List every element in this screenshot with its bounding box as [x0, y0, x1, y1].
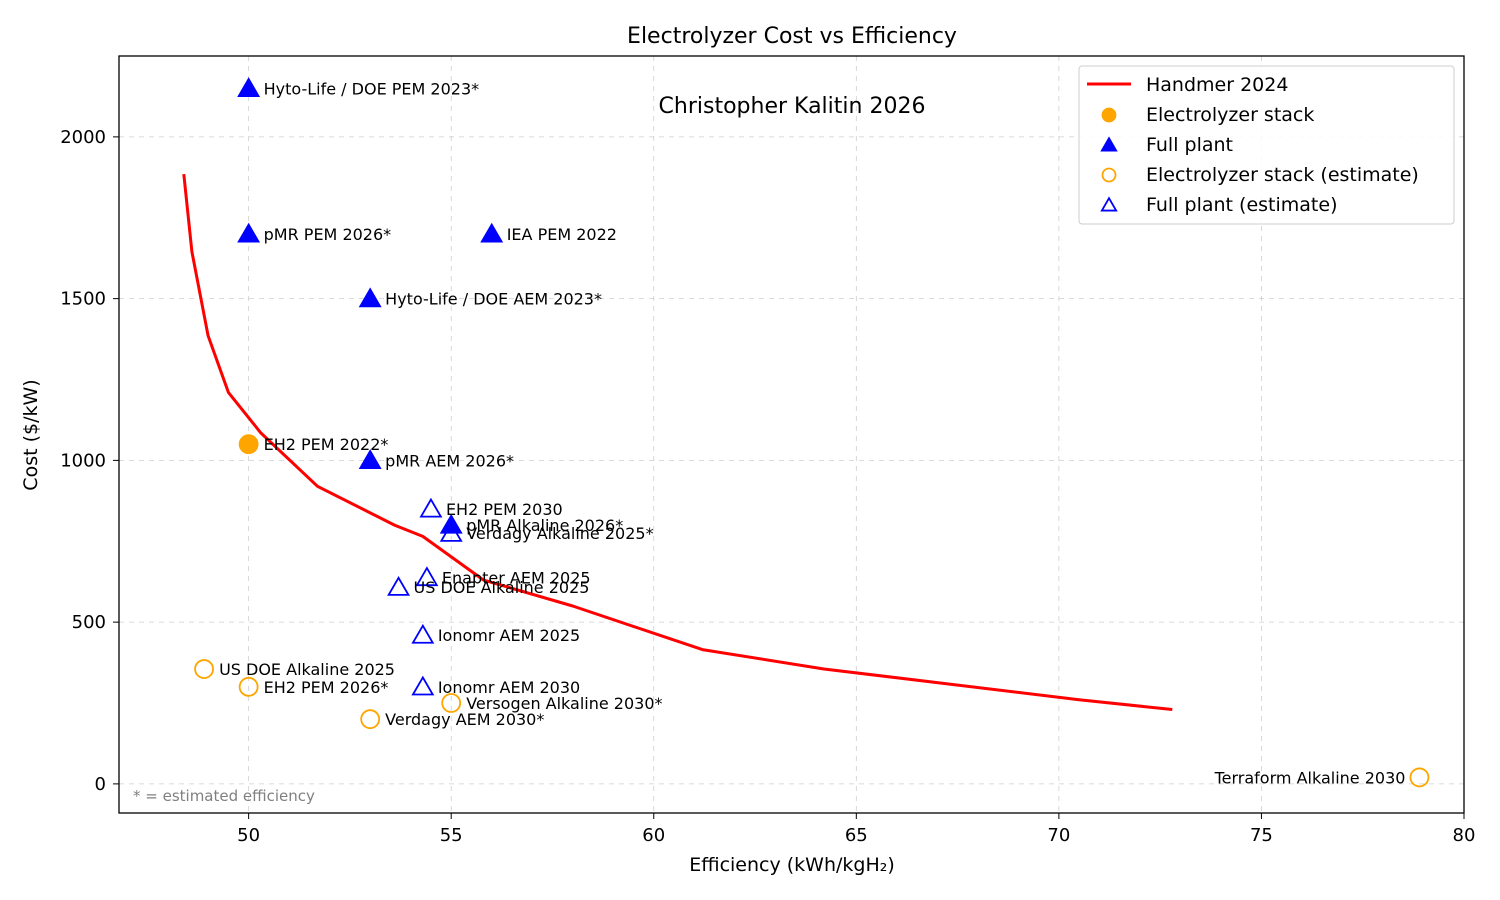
data-point-marker: [480, 222, 504, 243]
legend-label: Electrolyzer stack: [1146, 104, 1314, 126]
x-tick-label: 80: [1453, 825, 1476, 846]
x-tick-label: 70: [1047, 825, 1070, 846]
data-point-marker: [411, 623, 435, 644]
data-point-label: pMR AEM 2026*: [385, 451, 514, 470]
y-tick-label: 1000: [60, 450, 106, 471]
data-point-label: EH2 PEM 2022*: [264, 435, 389, 454]
legend-label: Full plant: [1146, 134, 1233, 156]
data-point-label: Hyto-Life / DOE AEM 2023*: [385, 290, 602, 309]
data-point-label: pMR PEM 2026*: [264, 225, 392, 244]
data-point-marker: [387, 575, 410, 596]
data-point-marker: [237, 77, 261, 97]
x-tick-label: 55: [440, 825, 463, 846]
x-axis-title: Efficiency (kWh/kgH₂): [689, 854, 895, 876]
legend-marker-swatch: [1100, 136, 1118, 152]
data-point-marker: [237, 222, 261, 243]
data-point-marker: [358, 449, 382, 469]
data-point-marker: [415, 566, 439, 587]
handmer-curve-line: [182, 173, 1173, 711]
curve-layer: [182, 173, 1173, 711]
legend-marker-swatch: [1100, 196, 1118, 212]
points-layer: Hyto-Life / DOE PEM 2023* pMR PEM 2026* IE…: [194, 77, 1430, 788]
y-tick-label: 2000: [60, 127, 106, 148]
data-point-marker: [360, 709, 381, 730]
legend-marker-swatch: [1101, 107, 1117, 123]
data-point-marker: [358, 287, 382, 308]
x-tick-label: 60: [642, 825, 665, 846]
legend-marker-swatch: [1101, 167, 1117, 183]
legend: Handmer 2024 Electrolyzer stack Full plant…: [1078, 65, 1455, 225]
data-point-label: Ionomr AEM 2025: [438, 626, 580, 645]
watermark-text: Christopher Kalitin 2026: [659, 94, 926, 119]
data-point-label: EH2 PEM 2026*: [264, 678, 389, 697]
data-point-label: Ionomr AEM 2030: [438, 678, 580, 697]
legend-label: Handmer 2024: [1146, 74, 1288, 96]
data-point-label: Hyto-Life / DOE PEM 2023*: [264, 79, 480, 98]
data-point-label: EH2 PEM 2030: [446, 500, 563, 519]
ticks: 50 55 60 65 70 75 80 0 500 1000 1500 2000: [60, 127, 1475, 846]
legend-box: [1078, 65, 1455, 225]
data-point-label: Verdagy Alkaline 2025*: [466, 524, 653, 543]
data-point-label: Verdagy AEM 2030*: [385, 710, 544, 729]
y-axis-title: Cost ($/kW): [20, 379, 42, 490]
legend-label: Full plant (estimate): [1146, 194, 1337, 216]
data-point-label: US DOE Alkaline 2025: [219, 660, 395, 679]
data-point-label: pMR Alkaline 2026*: [466, 516, 623, 535]
data-point-label: IEA PEM 2022: [507, 225, 617, 244]
data-point-marker: [238, 676, 259, 697]
data-point-marker: [194, 659, 214, 679]
data-point-marker: [419, 497, 443, 518]
legend-label: Electrolyzer stack (estimate): [1146, 164, 1419, 186]
x-tick-label: 75: [1250, 825, 1273, 846]
x-tick-label: 65: [845, 825, 868, 846]
data-point-label: US DOE Alkaline 2025: [414, 578, 590, 597]
data-point-label: Terraform Alkaline 2030: [1214, 768, 1406, 787]
chart-title: Electrolyzer Cost vs Efficiency: [627, 24, 957, 49]
data-point-marker: [441, 693, 462, 713]
y-tick-label: 0: [95, 774, 106, 795]
data-point-label: Enapter AEM 2025: [442, 568, 591, 587]
y-tick-label: 500: [72, 612, 106, 633]
plot-frame: [118, 55, 1465, 814]
y-tick-label: 1500: [60, 289, 106, 310]
data-point-marker: [1409, 767, 1430, 788]
data-point-marker: [411, 675, 435, 696]
x-tick-label: 50: [237, 825, 260, 846]
data-point-marker: [238, 434, 259, 455]
data-point-label: Versogen Alkaline 2030*: [466, 694, 662, 713]
data-point-marker: [439, 521, 463, 542]
footnote-text: * = estimated efficiency: [133, 787, 315, 805]
